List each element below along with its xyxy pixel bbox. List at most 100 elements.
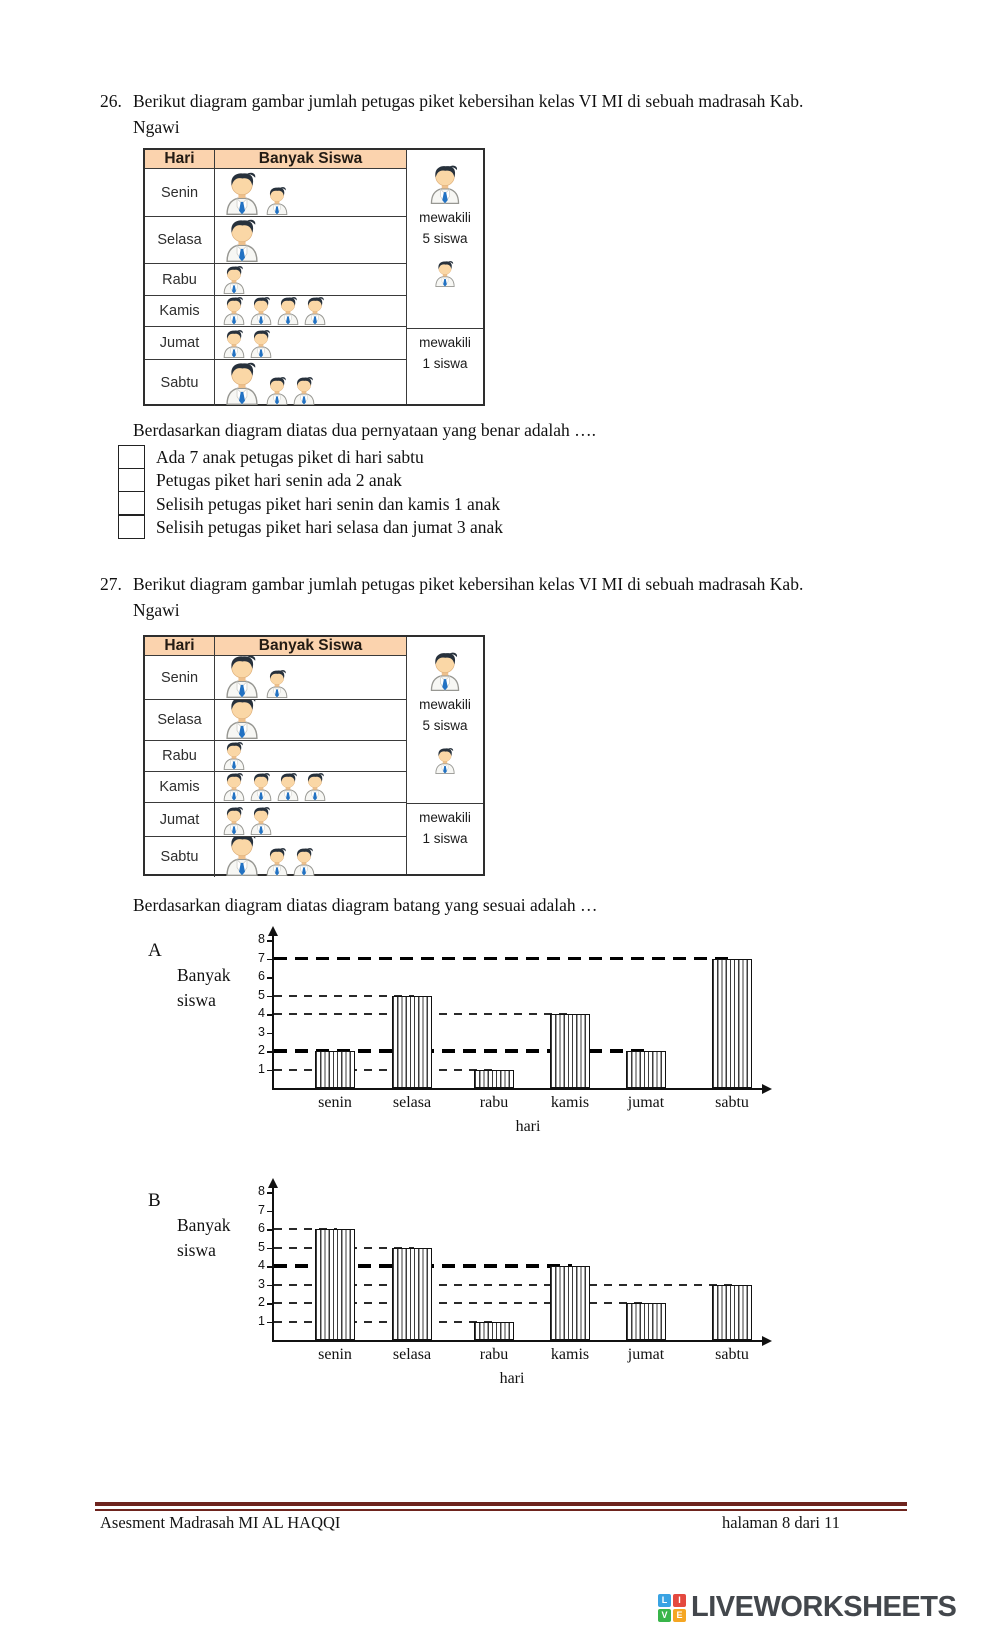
pictograph-row-jumat: Jumat <box>145 326 406 359</box>
brand-tile-l: L <box>658 1593 671 1607</box>
bar-selasa <box>392 995 432 1088</box>
student-icon-5 <box>219 837 265 876</box>
student-icons <box>215 656 406 699</box>
y-axis-title: Banyak siswa <box>177 963 230 1014</box>
gridline-2 <box>274 1302 648 1304</box>
option-checkbox-3[interactable] <box>118 491 145 516</box>
legend-five-students: mewakili 5 siswa <box>407 637 483 803</box>
day-label: Rabu <box>145 741 215 771</box>
gridline-7 <box>274 956 734 960</box>
student-icon-1 <box>219 296 249 325</box>
day-label: Selasa <box>145 700 215 740</box>
x-axis-label-kamis: kamis <box>550 1346 590 1363</box>
y-tick-3 <box>267 1032 272 1034</box>
x-axis-label-kamis: kamis <box>550 1094 590 1111</box>
y-tick-label-5: 5 <box>258 987 265 1002</box>
student-icon-5 <box>424 651 466 691</box>
y-tick-6 <box>267 1229 272 1231</box>
y-axis-title-line2: siswa <box>177 1240 216 1261</box>
student-icons <box>215 700 406 740</box>
column-header-count: Banyak Siswa <box>258 150 363 167</box>
bar-chart-option-a: A Banyak siswa 8 7 6 5 4 3 2 1 senin selasa rabu ka… <box>140 890 820 1145</box>
x-axis-label-jumat: jumat <box>627 1346 665 1363</box>
y-tick-label-6: 6 <box>258 1221 265 1235</box>
option-checkbox-4[interactable] <box>118 514 145 539</box>
x-axis-arrow <box>762 1084 772 1094</box>
student-icon-1 <box>300 772 330 801</box>
brand-tile-i: I <box>673 1593 686 1607</box>
y-axis-title: Banyak siswa <box>177 1213 230 1264</box>
student-icon-1 <box>246 772 276 801</box>
legend-word: mewakili <box>419 335 471 350</box>
student-icons <box>215 803 406 836</box>
pictograph-row-rabu: Rabu <box>145 263 406 295</box>
student-icon-1 <box>219 265 249 294</box>
footer-left-text: Asesment Madrasah MI AL HAQQI <box>100 1513 341 1532</box>
student-icon-1 <box>289 376 319 405</box>
option-row-3: Selisih petugas piket hari senin dan kam… <box>118 491 503 516</box>
student-icons <box>215 772 406 802</box>
option-checkbox-1[interactable] <box>118 444 145 469</box>
student-icon-5 <box>219 700 265 739</box>
legend-word: mewakili <box>419 810 471 825</box>
pictograph-legend: mewakili 5 siswa mewakili 1 siswa <box>406 150 483 404</box>
pictograph-row-selasa: Selasa <box>145 699 406 740</box>
option-checkbox-2[interactable] <box>118 468 145 493</box>
y-tick-2 <box>267 1051 272 1053</box>
student-icon-1 <box>300 296 330 325</box>
bar-rabu <box>474 1321 514 1340</box>
option-row-2: Petugas piket hari senin ada 2 anak <box>118 468 503 493</box>
student-icon-5 <box>219 361 265 405</box>
x-axis-label-selasa: selasa <box>392 1094 432 1111</box>
student-icons <box>215 264 406 295</box>
question-27-number: 27. <box>100 574 122 594</box>
pictograph-table-q27: Hari Banyak Siswa Senin Selasa Rabu Kamis Ju… <box>143 635 485 877</box>
chart-plot-area: 8 7 6 5 4 3 2 1 senin selasa rabu kamis jumat sabtu ha… <box>140 1140 820 1395</box>
student-icons <box>215 296 406 326</box>
legend-one-student: mewakili 1 siswa <box>407 328 483 404</box>
student-icons <box>215 217 406 263</box>
x-axis-label-jumat: jumat <box>627 1094 665 1111</box>
pictograph-rows: Senin Selasa Rabu Kamis Jumat Sabtu <box>145 168 406 406</box>
student-icon-1 <box>219 329 249 358</box>
y-tick-label-4: 4 <box>258 1006 265 1020</box>
y-tick-label-6: 6 <box>258 969 265 983</box>
question-26-prompt: Berdasarkan diagram diatas dua pernyataa… <box>133 420 597 440</box>
student-icon-1 <box>262 847 292 876</box>
legend-one-student: mewakili 1 siswa <box>407 803 483 874</box>
day-label: Sabtu <box>145 360 215 406</box>
y-tick-label-7: 7 <box>258 1202 265 1217</box>
y-tick-2 <box>267 1303 272 1305</box>
bar-kamis <box>550 1014 590 1088</box>
option-row-1: Ada 7 anak petugas piket di hari sabtu <box>118 444 503 469</box>
student-icons <box>215 741 406 771</box>
option-row-4: Selisih petugas piket hari selasa dan ju… <box>118 514 503 539</box>
x-axis-arrow <box>762 1336 772 1346</box>
question-27-header: 27. Berikut diagram gambar jumlah petuga… <box>100 571 930 624</box>
y-tick-1 <box>267 1321 272 1323</box>
x-axis-line <box>272 1340 762 1342</box>
student-icon-1 <box>431 260 459 287</box>
day-label: Selasa <box>145 217 215 263</box>
question-27-line1: Berikut diagram gambar jumlah petugas pi… <box>133 574 804 594</box>
y-tick-1 <box>267 1069 272 1071</box>
gridline-1 <box>274 1320 496 1323</box>
student-icon-5 <box>219 656 265 698</box>
student-icon-5 <box>219 171 265 215</box>
y-tick-4 <box>267 1014 272 1016</box>
bar-senin <box>315 1051 355 1088</box>
student-icon-1 <box>431 747 459 774</box>
gridline-6 <box>274 1228 337 1230</box>
legend-five-students: mewakili 5 siswa <box>407 150 483 328</box>
x-axis-label-rabu: rabu <box>479 1094 509 1111</box>
chart-option-letter: B <box>148 1190 161 1211</box>
gridline-2 <box>274 1049 648 1053</box>
question-27-prompt: Berdasarkan diagram diatas diagram batan… <box>133 895 598 915</box>
y-tick-label-2: 2 <box>258 1043 265 1057</box>
x-axis-label-selasa: selasa <box>392 1346 432 1363</box>
bar-jumat <box>626 1051 666 1088</box>
student-icon-1 <box>262 186 292 215</box>
y-tick-label-1: 1 <box>258 1061 265 1076</box>
